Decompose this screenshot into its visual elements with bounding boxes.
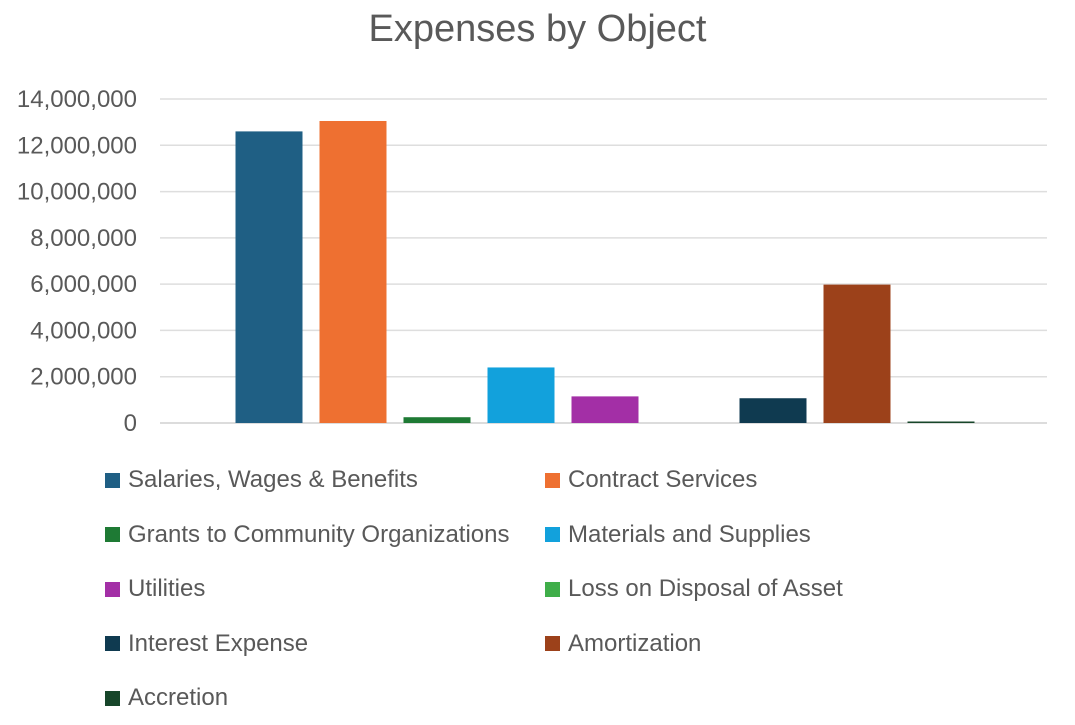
legend-label: Salaries, Wages & Benefits: [128, 466, 418, 493]
legend-label: Contract Services: [568, 466, 758, 493]
bar-amortization: [823, 284, 891, 423]
bar-interest-expense: [739, 398, 807, 423]
legend-swatch: [105, 636, 120, 651]
legend-label: Loss on Disposal of Asset: [568, 575, 843, 602]
legend-label: Accretion: [128, 684, 229, 711]
legend-swatch: [545, 636, 560, 651]
legend-swatch: [105, 690, 120, 706]
y-tick-label: 12,000,000: [17, 132, 137, 159]
legend-item: Contract Services: [545, 466, 757, 494]
legend-label: Interest Expense: [128, 629, 309, 657]
bar-accretion: [907, 421, 975, 423]
y-tick-label: 14,000,000: [17, 86, 137, 113]
legend-item: Amortization: [545, 630, 701, 658]
bar-grants-to-community-organizations: [403, 417, 471, 423]
plot-area: 0 2,000,000 4,000,000 6,000,000 8,000,000 10,…: [17, 86, 1047, 437]
y-tick-label: 10,000,000: [17, 179, 137, 206]
legend-item: Materials and Supplies: [545, 521, 811, 549]
legend-item: Grants to Community Organizations: [105, 521, 509, 549]
legend-item: Salaries, Wages & Benefits: [105, 466, 418, 494]
bar-salaries-wages-benefits: [235, 131, 303, 423]
bar-utilities: [571, 396, 639, 423]
bar-materials-and-supplies: [487, 367, 555, 423]
legend-item: Accretion: [105, 684, 228, 712]
legend-swatch: [105, 472, 120, 488]
legend-label: Grants to Community Organizations: [128, 520, 510, 548]
legend-swatch: [545, 472, 560, 488]
legend-swatch: [545, 581, 560, 597]
legend-item: Utilities: [105, 575, 205, 603]
legend-label: Amortization: [568, 629, 702, 657]
legend-label: Utilities: [128, 575, 206, 602]
y-tick-label: 0: [124, 410, 137, 437]
legend-label: Materials and Supplies: [568, 520, 811, 548]
legend-swatch: [105, 581, 120, 597]
bar-contract-services: [319, 120, 387, 423]
y-tick-label: 4,000,000: [30, 317, 137, 344]
chart-title: Expenses by Object: [368, 8, 707, 50]
y-tick-label: 8,000,000: [30, 225, 137, 252]
y-tick-label: 2,000,000: [30, 364, 137, 391]
legend-item: Interest Expense: [105, 630, 308, 658]
legend-swatch: [545, 527, 560, 542]
y-tick-label: 6,000,000: [30, 271, 137, 298]
legend-item: Loss on Disposal of Asset: [545, 575, 843, 603]
legend-swatch: [105, 527, 120, 542]
